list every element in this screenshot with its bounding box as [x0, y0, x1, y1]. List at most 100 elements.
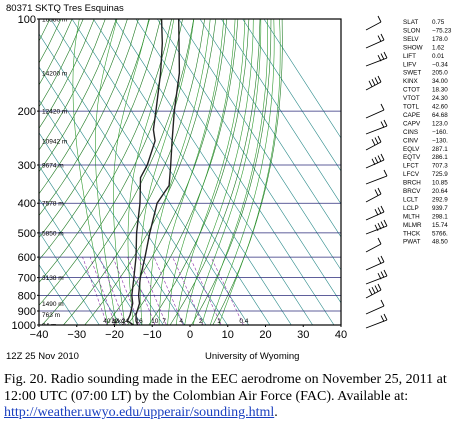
isotherm-line	[242, 19, 341, 172]
stat-label: PWAT	[403, 239, 421, 246]
moist-adiabat-line	[158, 19, 225, 325]
temperature-tick-label: 0	[187, 329, 193, 341]
height-label: 3138 m	[42, 275, 64, 282]
isotherm-line	[39, 66, 207, 325]
barb-flag	[377, 187, 382, 195]
stat-value: −130.	[432, 137, 448, 144]
barb-staff	[365, 21, 382, 31]
moist-adiabat-line	[201, 19, 269, 325]
stat-value: 24.30	[432, 95, 448, 102]
stat-value: 292.9	[432, 196, 448, 203]
mixing-ratio-label: 32	[111, 318, 119, 325]
pressure-tick-label: 800	[18, 290, 36, 302]
wind-barb	[365, 255, 385, 271]
dry-adiabat-line	[41, 19, 194, 325]
stat-value: 178.0	[432, 36, 448, 43]
barb-staff	[365, 175, 388, 185]
barb-flag	[380, 255, 385, 263]
isotherm-line	[221, 19, 341, 205]
stat-value: 15.74	[432, 222, 448, 229]
temperature-tick-label: −10	[143, 329, 162, 341]
barb-flag	[377, 207, 382, 214]
stat-value: 48.50	[432, 239, 448, 246]
dry-adiabat-line	[191, 19, 272, 325]
temperature-tick-label: −30	[67, 329, 86, 341]
barb-flag	[377, 272, 382, 280]
barb-flag	[380, 299, 385, 307]
barb-flag	[377, 155, 382, 162]
pressure-tick-label: 300	[18, 160, 36, 172]
wind-barb	[365, 283, 382, 299]
barb-flag	[368, 80, 373, 88]
pressure-tick-label: 600	[18, 252, 36, 264]
barb-flag	[374, 189, 379, 196]
height-label: 10942 m	[42, 138, 67, 145]
mixing-ratio-label: 40 g/kg	[103, 318, 125, 325]
wind-barb	[365, 103, 385, 119]
temperature-tick-label: 30	[297, 329, 309, 341]
pressure-tick-label: 700	[18, 273, 36, 285]
barb-flag	[377, 135, 382, 143]
moist-adiabat-line	[167, 19, 236, 325]
height-label: 5850 m	[42, 230, 64, 237]
barb-flag	[374, 137, 379, 144]
isotherm-line	[39, 165, 143, 325]
stat-label: CINV	[403, 137, 419, 144]
moist-adiabat-line	[127, 19, 175, 325]
barb-flag	[374, 224, 379, 232]
stat-value: 286.1	[432, 154, 448, 161]
stat-label: MLMR	[403, 222, 422, 229]
stat-label: EQLV	[403, 146, 420, 153]
moist-adiabat-line	[192, 19, 262, 325]
pressure-tick-label: 400	[18, 198, 36, 210]
isotherm-line	[39, 198, 121, 325]
height-label: 763 m	[42, 312, 60, 319]
barb-flag	[368, 288, 373, 296]
pressure-tick-label: 900	[18, 306, 36, 318]
wind-barb	[365, 237, 382, 253]
wind-barb	[365, 135, 382, 151]
barb-flag	[371, 286, 376, 294]
dry-adiabat-line	[39, 19, 106, 151]
mixing-ratio-label: 16	[136, 318, 144, 325]
chart-title: 80371 SKTQ Tres Esquinas	[6, 3, 124, 14]
barb-flag	[374, 156, 379, 164]
stat-value: 298.1	[432, 213, 448, 220]
stat-label: KINX	[403, 78, 418, 85]
temperature-tick-label: −20	[105, 329, 124, 341]
height-label: 1490 m	[42, 301, 64, 308]
isotherm-line	[39, 264, 79, 325]
stat-value: −0.34	[432, 61, 448, 68]
barb-flag	[377, 237, 382, 245]
dry-adiabat-line	[84, 19, 217, 325]
barb-staff	[365, 289, 382, 299]
wind-barb	[365, 269, 388, 285]
dry-adiabat-line	[39, 19, 128, 195]
barb-flag	[383, 219, 388, 227]
dry-adiabat-line	[39, 19, 161, 261]
barb-flag	[383, 169, 388, 177]
barb-flag	[380, 205, 385, 213]
caption-link[interactable]: http://weather.uwyo.edu/upperair/soundin…	[4, 405, 275, 420]
stat-label: SLON	[403, 27, 421, 34]
moist-adiabat-line	[210, 19, 275, 325]
moist-adiabat-line	[113, 19, 150, 325]
barb-flag	[374, 285, 379, 292]
barb-staff	[365, 243, 382, 253]
barb-flag	[380, 221, 385, 228]
wind-barb	[365, 15, 382, 31]
temperature-tick-label: 10	[222, 329, 234, 341]
stat-label: SWET	[403, 70, 421, 77]
wind-barb	[365, 219, 388, 235]
barb-flag	[380, 153, 385, 161]
height-label: 9674 m	[42, 162, 64, 169]
mixing-ratio-label: 10	[151, 318, 159, 325]
stat-value: 34.00	[432, 78, 448, 85]
isotherm-line	[50, 19, 249, 325]
isotherm-line	[199, 19, 341, 238]
wind-barb	[365, 75, 382, 91]
isotherm-line	[39, 132, 164, 325]
pressure-tick-label: 500	[18, 228, 36, 240]
barb-staff	[365, 141, 382, 151]
